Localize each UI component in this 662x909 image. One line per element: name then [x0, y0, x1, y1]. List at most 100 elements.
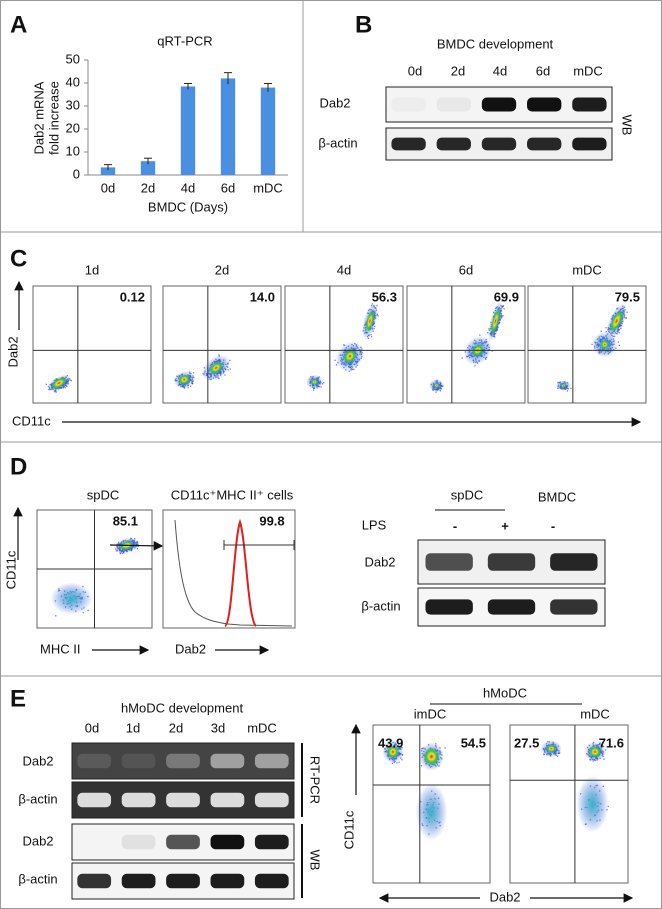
event-dot — [502, 315, 504, 317]
bar — [260, 87, 276, 175]
chart-title: qRT-PCR — [157, 33, 212, 48]
row-label: β-actin — [18, 871, 57, 886]
event-dot — [82, 612, 84, 614]
quadrant-value: 79.5 — [615, 289, 640, 304]
band — [254, 792, 289, 808]
method-label: WB — [308, 850, 323, 871]
event-dot — [626, 311, 628, 313]
event-dot — [53, 391, 56, 393]
axis-label: Dab2 — [175, 641, 206, 656]
lane-label: 0d — [85, 720, 99, 735]
event-dot — [604, 749, 607, 751]
event-dot — [391, 762, 394, 765]
band — [527, 137, 562, 151]
plot-frame — [527, 285, 647, 404]
quadrant-value: 43.9 — [378, 735, 403, 750]
event-dot — [600, 330, 602, 332]
band — [391, 98, 425, 112]
band — [166, 753, 200, 769]
band — [121, 873, 156, 889]
y-tick-label: 0 — [73, 166, 80, 181]
y-tick-label: 30 — [66, 97, 80, 112]
band — [254, 834, 289, 850]
event-dot — [605, 327, 607, 329]
treatment-value: - — [551, 518, 555, 533]
event-dot — [461, 357, 463, 359]
timepoint-label: mDC — [572, 262, 602, 277]
quadrant-value: 0.12 — [120, 289, 145, 304]
density-core — [310, 378, 319, 386]
density-core — [609, 309, 624, 333]
quadrant-value: 85.1 — [113, 513, 138, 528]
timepoint-label: 6d — [459, 262, 473, 277]
event-dot — [187, 386, 189, 389]
histogram — [162, 509, 296, 629]
flow-plot — [162, 285, 282, 404]
event-dot — [64, 386, 66, 389]
blot — [417, 539, 606, 585]
error-bar — [224, 72, 232, 85]
band — [77, 753, 112, 769]
event-dot — [625, 316, 627, 319]
band — [481, 137, 517, 151]
event-dot — [353, 368, 355, 370]
blot — [71, 781, 295, 819]
event-dot — [65, 385, 67, 387]
band — [77, 873, 112, 889]
event-dot — [192, 372, 195, 374]
band — [572, 137, 607, 151]
y-tick-label: 40 — [66, 74, 80, 89]
event-dot — [312, 389, 315, 391]
lane-label: 2d — [169, 720, 183, 735]
y-tick-label: 20 — [66, 120, 80, 135]
band — [121, 792, 156, 808]
event-dot — [557, 755, 559, 757]
event-dot — [218, 354, 220, 356]
event-dot — [491, 350, 493, 352]
band — [436, 137, 471, 151]
event-dot — [439, 390, 442, 392]
event-dot — [599, 742, 601, 744]
flow-plot — [372, 724, 491, 884]
event-dot — [45, 383, 48, 385]
panel-letter: E — [10, 685, 26, 712]
density-core — [365, 309, 375, 333]
timepoint-label: 2d — [215, 262, 229, 277]
event-dot — [398, 761, 400, 763]
density-core — [433, 383, 440, 388]
row-label: Dab2 — [364, 554, 395, 569]
event-dot — [372, 330, 374, 332]
band — [391, 137, 426, 151]
band — [121, 834, 156, 850]
event-dot — [55, 615, 57, 617]
band — [425, 553, 473, 571]
event-dot — [371, 335, 373, 338]
band — [210, 834, 245, 850]
event-dot — [136, 547, 139, 550]
band — [210, 792, 245, 808]
flow-plot — [406, 285, 526, 404]
event-dot — [618, 344, 621, 346]
event-dot — [618, 331, 620, 334]
timepoint-label: 4d — [337, 262, 351, 277]
method-label: WB — [620, 115, 635, 136]
density-core — [386, 744, 400, 759]
band — [166, 834, 200, 850]
band — [121, 753, 156, 769]
blot-frame — [71, 742, 295, 780]
lane-label: 0d — [408, 63, 422, 78]
axis-arrow — [109, 541, 164, 551]
event-dot — [87, 609, 89, 612]
band — [527, 97, 562, 112]
flow-plot — [509, 724, 629, 884]
event-dot — [400, 743, 403, 745]
row-label: β-actin — [318, 135, 357, 150]
event-dot — [229, 368, 231, 370]
plot-title: imDC — [414, 706, 447, 721]
band — [77, 792, 112, 808]
blot — [385, 86, 613, 123]
flow-plot — [32, 285, 152, 404]
group-label: BMDC — [538, 489, 576, 504]
band — [166, 792, 200, 808]
